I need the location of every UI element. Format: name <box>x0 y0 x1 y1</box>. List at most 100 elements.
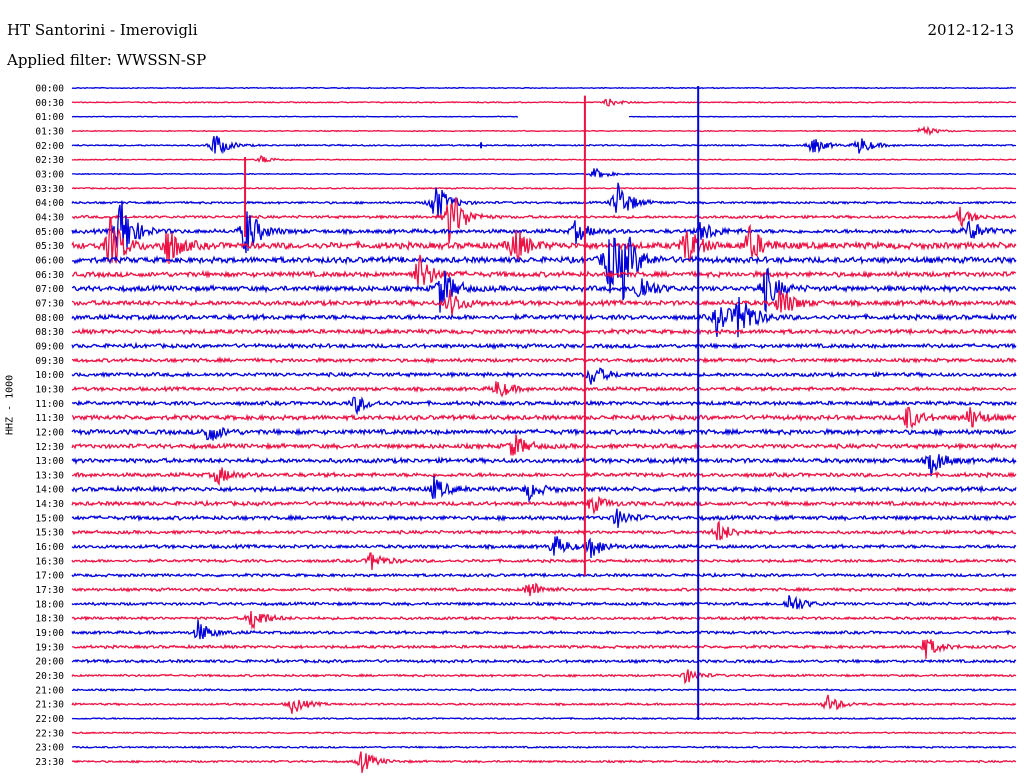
time-label: 12:30 <box>35 442 64 453</box>
time-label: 22:30 <box>35 728 64 739</box>
event-spikes <box>244 86 700 720</box>
trace-row <box>71 552 1017 570</box>
time-label: 02:30 <box>35 155 64 166</box>
trace-row <box>71 467 1017 487</box>
trace-row <box>71 520 1017 541</box>
trace-row <box>72 186 1017 190</box>
time-label: 06:00 <box>35 255 64 266</box>
trace-row <box>72 687 1017 692</box>
time-label: 05:00 <box>35 227 64 238</box>
time-label: 18:30 <box>35 614 64 625</box>
time-label: 18:00 <box>35 599 64 610</box>
time-label: 03:30 <box>35 184 64 195</box>
time-label: 05:30 <box>35 241 64 252</box>
time-label: 03:00 <box>35 169 64 180</box>
trace-row <box>71 571 1017 579</box>
trace-row <box>71 595 1017 610</box>
time-label: 11:00 <box>35 399 64 410</box>
trace-row <box>71 396 1017 416</box>
time-label: 06:30 <box>35 270 64 281</box>
trace-row <box>71 406 1017 429</box>
trace-row <box>71 296 1017 338</box>
time-label: 00:00 <box>35 84 64 95</box>
time-label: 07:00 <box>35 284 64 295</box>
record-date: 2012-12-13 <box>927 21 1014 39</box>
time-label: 01:30 <box>35 126 64 137</box>
trace-row <box>71 200 1017 254</box>
trace-row <box>72 167 1016 179</box>
trace-row <box>71 236 1017 301</box>
time-label: 12:00 <box>35 427 64 438</box>
trace-row <box>71 669 1017 685</box>
time-label: 04:30 <box>35 212 64 223</box>
trace-row <box>71 610 1017 631</box>
trace-row <box>71 582 1016 597</box>
trace-rows <box>71 86 1017 773</box>
time-label: 23:30 <box>35 757 64 768</box>
trace-row <box>71 454 1017 477</box>
time-label: 10:00 <box>35 370 64 381</box>
trace-row <box>71 657 1017 665</box>
time-label: 17:00 <box>35 571 64 582</box>
time-label: 20:00 <box>35 657 64 668</box>
trace-row <box>71 197 1017 244</box>
trace-row <box>71 427 1017 441</box>
trace-row <box>71 289 1017 316</box>
time-label: 14:30 <box>35 499 64 510</box>
trace-row <box>71 495 1017 516</box>
trace-row <box>71 434 1017 456</box>
trace-row <box>71 716 1017 721</box>
trace-row <box>71 86 1017 90</box>
time-label: 22:00 <box>35 714 64 725</box>
time-label: 16:30 <box>35 556 64 567</box>
trace-row <box>71 135 1017 155</box>
time-label: 09:00 <box>35 341 64 352</box>
trace-row <box>71 508 1017 528</box>
trace-row <box>71 155 1017 163</box>
filter-label: Applied filter: WWSSN-SP <box>7 51 207 69</box>
time-label: 00:30 <box>35 98 64 109</box>
trace-row <box>71 341 1017 350</box>
time-label: 08:30 <box>35 327 64 338</box>
trace-row <box>71 381 1017 398</box>
trace-row <box>71 751 1017 773</box>
time-label: 20:30 <box>35 671 64 682</box>
time-label: 21:00 <box>35 685 64 696</box>
trace-row <box>71 216 1017 265</box>
time-label: 08:00 <box>35 313 64 324</box>
time-label: 15:00 <box>35 513 64 524</box>
time-label: 21:30 <box>35 700 64 711</box>
time-label: 02:00 <box>35 141 64 152</box>
time-label: 23:00 <box>35 743 64 754</box>
time-label: 07:30 <box>35 298 64 309</box>
time-tick-labels: 00:00 00:30 01:00 01:30 02:00 02:30 03:00 03:30… <box>35 84 64 769</box>
time-label: 17:30 <box>35 585 64 596</box>
trace-row <box>71 619 1017 640</box>
trace-row <box>71 536 1017 559</box>
time-label: 04:00 <box>35 198 64 209</box>
time-label: 14:00 <box>35 485 64 496</box>
trace-row <box>71 367 1017 385</box>
trace-row <box>71 267 1017 314</box>
time-label: 10:30 <box>35 384 64 395</box>
time-label: 15:30 <box>35 528 64 539</box>
trace-row <box>71 182 1017 218</box>
time-label: 11:30 <box>35 413 64 424</box>
time-label: 16:00 <box>35 542 64 553</box>
time-label: 19:00 <box>35 628 64 639</box>
trace-row <box>71 475 1017 503</box>
trace-row <box>71 98 1017 107</box>
trace-row <box>71 327 1017 336</box>
station-title: HT Santorini - Imerovigli <box>7 21 198 39</box>
trace-row <box>71 745 1017 750</box>
time-label: 13:30 <box>35 470 64 481</box>
trace-row <box>71 694 1017 714</box>
trace-row <box>72 254 1017 286</box>
time-label: 13:00 <box>35 456 64 467</box>
time-label: 09:30 <box>35 356 64 367</box>
trace-row <box>71 731 1017 735</box>
time-label: 19:30 <box>35 642 64 653</box>
trace-row <box>72 639 1017 659</box>
time-label: 01:00 <box>35 112 64 123</box>
